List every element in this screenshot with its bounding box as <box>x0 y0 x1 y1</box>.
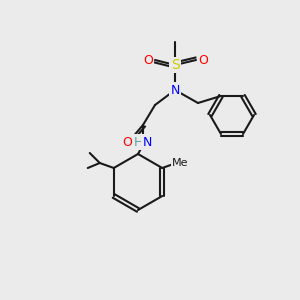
Text: N: N <box>170 83 180 97</box>
Text: N: N <box>142 136 152 148</box>
Text: S: S <box>171 58 179 72</box>
Text: O: O <box>143 53 153 67</box>
Text: O: O <box>122 136 132 148</box>
Text: H: H <box>133 136 143 148</box>
Text: Me: Me <box>172 158 188 168</box>
Text: O: O <box>198 53 208 67</box>
